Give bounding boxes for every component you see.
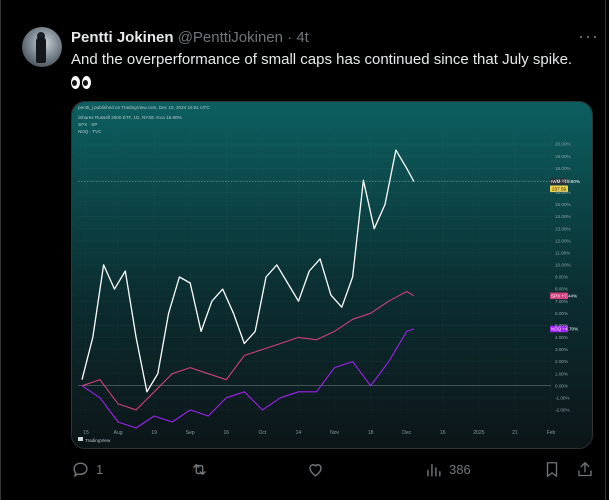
view-count: 386 xyxy=(449,462,471,477)
y-tick-label: 7.00% xyxy=(555,299,568,304)
y-tick-label: 4.00% xyxy=(555,335,568,340)
x-tick-label: Feb xyxy=(547,430,556,436)
avatar-figure-body xyxy=(36,37,46,63)
reply-button[interactable]: 1 xyxy=(71,460,103,479)
separator-dot: · xyxy=(287,29,293,46)
y-tick-label: 19.00% xyxy=(555,154,571,159)
tweet-time[interactable]: 4t xyxy=(296,29,309,46)
chart-series-title: iShares Russell 2000 ETF, 1D, NYSE Arca … xyxy=(78,115,182,120)
reply-count: 1 xyxy=(96,462,104,477)
reply-icon xyxy=(73,462,88,478)
chart-series: IWM +16.90% SPX +7.44% NDQ +4.70% 237.59 xyxy=(78,149,580,429)
chart-background xyxy=(72,102,592,448)
y-tick-label: 5.00% xyxy=(555,323,568,328)
series-label-iwm: IWM +16.90% xyxy=(551,179,580,184)
series-line-ndq xyxy=(81,328,415,429)
x-tick-label: 19 xyxy=(151,430,157,436)
x-tick-label: Nov xyxy=(330,430,339,436)
y-tick-label: 3.00% xyxy=(555,347,568,352)
heart-icon xyxy=(309,464,322,477)
x-tick-label: 21 xyxy=(512,430,518,436)
y-tick-label: 9.00% xyxy=(555,275,568,280)
eyes-emoji-icon xyxy=(71,75,91,89)
chart-attribution: pentti_j published on TradingView.com, D… xyxy=(78,105,210,110)
share-icon xyxy=(578,462,592,477)
chart-legend-spx: SPX · SP xyxy=(78,122,97,127)
series-label-bg-iwm xyxy=(550,178,568,185)
y-tick-label: -2.00% xyxy=(555,408,570,413)
avatar-figure-head xyxy=(37,32,45,40)
views-bar-chart-icon xyxy=(427,464,441,477)
tweet-text: And the overperformance of small caps ha… xyxy=(71,50,596,90)
series-label-ndq: NDQ +4.70% xyxy=(551,327,578,332)
y-tick-label: 18.00% xyxy=(555,166,571,171)
avatar[interactable] xyxy=(22,27,62,67)
timeline-border-right xyxy=(605,0,606,500)
y-tick-label: 1.00% xyxy=(555,371,568,376)
y-tick-label: -1.00% xyxy=(555,395,570,400)
tradingview-logo: TradingView xyxy=(78,437,111,443)
x-tick-label: Sep xyxy=(186,430,195,436)
bookmark-button[interactable] xyxy=(543,460,561,479)
y-tick-label: 6.00% xyxy=(555,311,568,316)
series-line-spx xyxy=(81,290,415,411)
y-tick-label: 12.00% xyxy=(555,238,571,243)
like-button[interactable] xyxy=(306,460,331,479)
chart-x-axis: 15 Aug 19 Sep 16 Oct 14 Nov 18 Dec 16 2025 21 Feb xyxy=(83,430,555,436)
price-tag-label: 237.59 xyxy=(552,187,566,192)
eye-left xyxy=(71,75,80,89)
y-tick-label: 8.00% xyxy=(555,287,568,292)
series-label-spx: SPX +7.44% xyxy=(551,294,577,299)
price-tag-bg xyxy=(550,185,568,193)
y-tick-label: 0.00% xyxy=(555,383,568,388)
y-tick-label: 2.00% xyxy=(555,359,568,364)
series-line-iwm xyxy=(81,149,415,393)
y-tick-label: 13.00% xyxy=(555,226,571,231)
tweet-text-body: And the overperformance of small caps ha… xyxy=(71,51,573,68)
timeline-border-left xyxy=(0,0,1,500)
x-tick-label: 14 xyxy=(296,430,302,436)
tweet-media-chart[interactable]: IWM +16.90% SPX +7.44% NDQ +4.70% 237.59 20… xyxy=(71,101,593,449)
series-label-bg-spx xyxy=(550,292,568,300)
eye-right xyxy=(82,75,91,89)
more-options-icon[interactable]: ··· xyxy=(578,26,599,46)
x-tick-label: 16 xyxy=(224,430,230,436)
chart-svg: IWM +16.90% SPX +7.44% NDQ +4.70% 237.59 20… xyxy=(72,102,592,448)
y-tick-label: 15.00% xyxy=(555,202,571,207)
author-handle[interactable]: @PenttiJokinen xyxy=(177,29,283,46)
author-name[interactable]: Pentti Jokinen xyxy=(71,29,174,46)
tweet-actions: 1 386 xyxy=(71,460,596,484)
retweet-icon xyxy=(193,464,206,475)
chart-y-axis: 20.00% 19.00% 18.00% 17.00% 16.00% 15.00% 14.0… xyxy=(555,142,571,413)
x-tick-label: 15 xyxy=(83,430,89,436)
x-tick-label: Oct xyxy=(258,430,266,436)
tradingview-footer: TradingView xyxy=(85,438,111,443)
views-button[interactable]: 386 xyxy=(424,460,471,479)
x-tick-label: Dec xyxy=(402,430,411,436)
y-tick-label: 16.00% xyxy=(555,190,571,195)
x-tick-label: 16 xyxy=(440,430,446,436)
y-tick-label: 14.00% xyxy=(555,214,571,219)
retweet-button[interactable] xyxy=(190,460,215,479)
x-tick-label: 2025 xyxy=(473,430,484,436)
x-tick-label: Aug xyxy=(114,430,123,436)
share-button[interactable] xyxy=(576,460,594,479)
tweet-header: Pentti Jokinen @PenttiJokinen · 4t xyxy=(71,29,309,46)
y-tick-label: 10.00% xyxy=(555,263,571,268)
series-label-bg-ndq xyxy=(550,325,568,333)
bookmark-icon xyxy=(546,462,558,477)
chart-legend-ndq: NDQ · TVC xyxy=(78,129,102,134)
y-tick-label: 17.00% xyxy=(555,178,571,183)
x-tick-label: 18 xyxy=(368,430,374,436)
y-tick-label: 11.00% xyxy=(555,250,570,255)
y-tick-label: 20.00% xyxy=(555,142,571,147)
